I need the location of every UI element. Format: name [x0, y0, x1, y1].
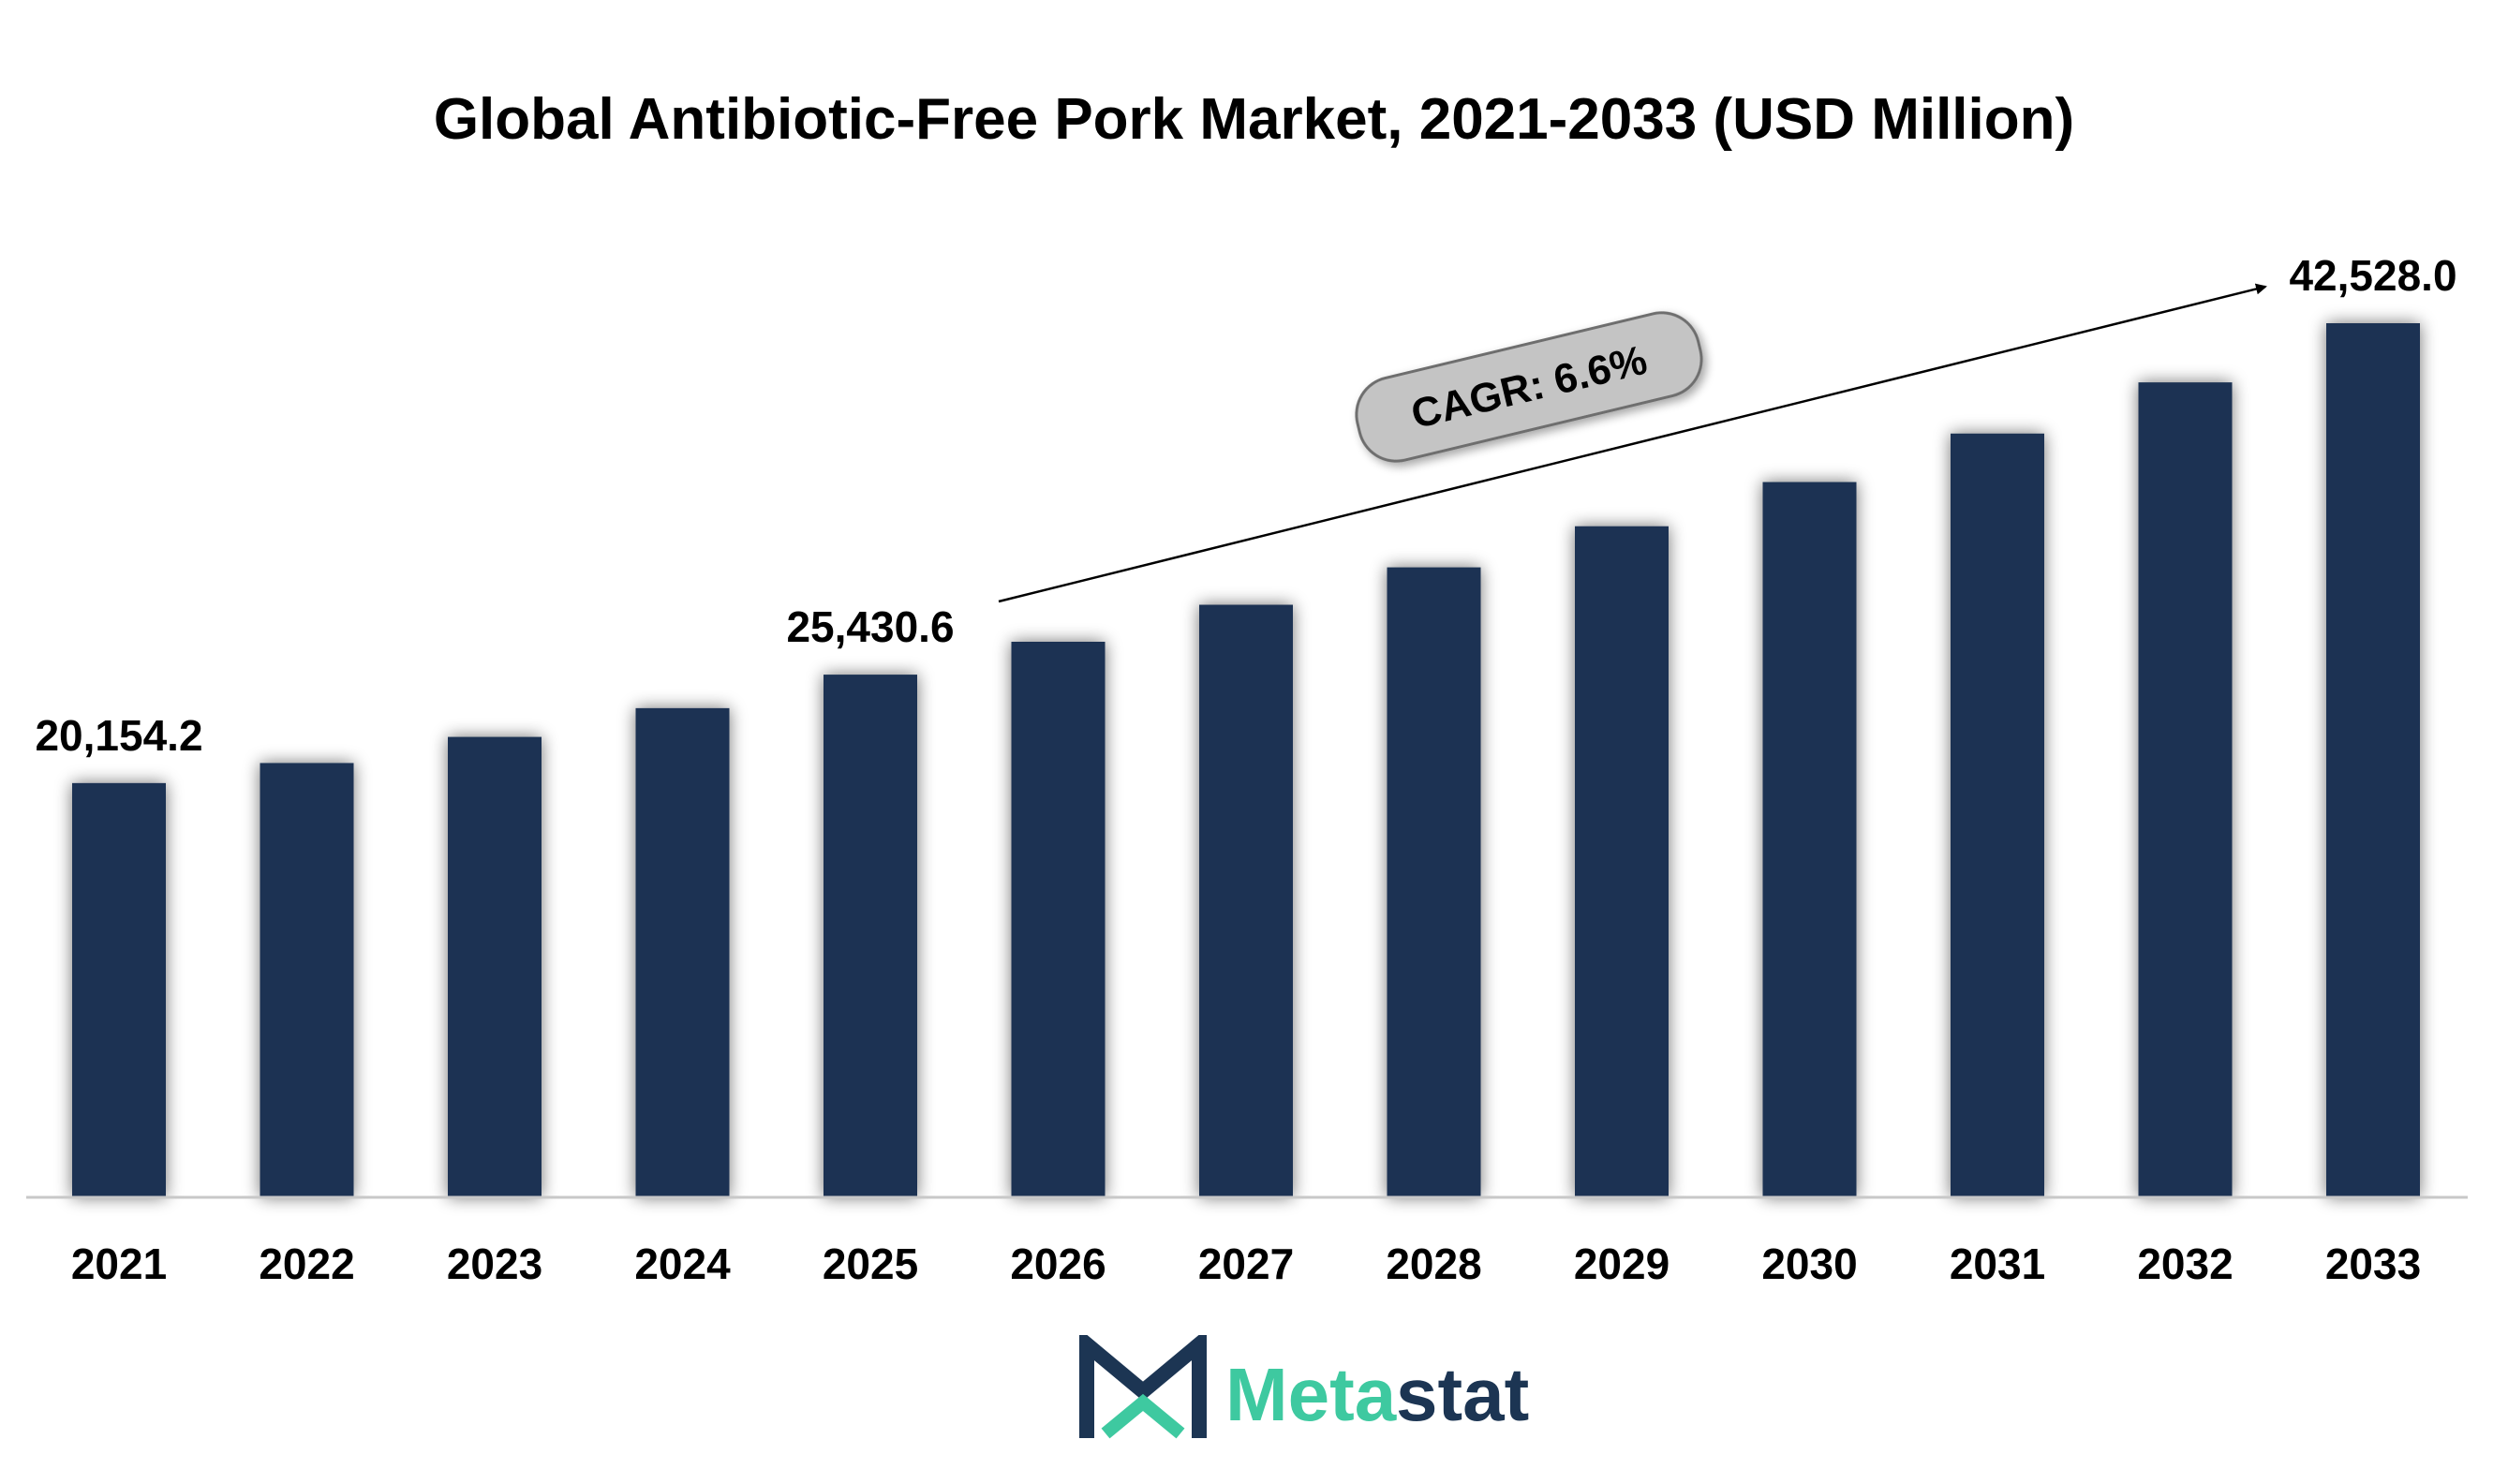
data-label-2025: 25,430.6: [786, 602, 954, 651]
bar-2028: [1387, 567, 1481, 1197]
bars-layer: [72, 323, 2420, 1197]
logo-text-meta: Meta: [1225, 1353, 1397, 1436]
bar-2022: [260, 763, 354, 1197]
x-tick-label-2033: 2033: [2325, 1239, 2421, 1288]
bar-2026: [1011, 642, 1106, 1197]
bar-2029: [1575, 526, 1669, 1197]
bar-2030: [1762, 482, 1857, 1197]
bar-2024: [635, 707, 730, 1197]
logo-text-stat: stat: [1396, 1353, 1530, 1436]
data-label-2021: 20,154.2: [35, 711, 202, 760]
x-tick-label-2022: 2022: [259, 1239, 354, 1288]
x-tick-label-2031: 2031: [1950, 1239, 2045, 1288]
x-tick-label-2025: 2025: [823, 1239, 918, 1288]
data-labels: 20,154.2 25,430.6 42,528.0: [35, 251, 2456, 760]
x-tick-label-2030: 2030: [1761, 1239, 1857, 1288]
bar-2021: [72, 782, 166, 1197]
x-tick-labels: 2021 2022 2023 2024 2025 2026 2027 2028 2029 2030…: [71, 1239, 2421, 1288]
bar-2027: [1199, 604, 1293, 1197]
bar-2023: [448, 736, 542, 1197]
bar-2032: [2138, 382, 2233, 1197]
bar-2031: [1951, 433, 2044, 1197]
x-tick-label-2021: 2021: [71, 1239, 167, 1288]
bar-2025: [824, 675, 917, 1197]
x-tick-label-2024: 2024: [634, 1239, 731, 1288]
x-tick-label-2027: 2027: [1198, 1239, 1294, 1288]
data-label-2033: 42,528.0: [2289, 251, 2456, 300]
x-tick-label-2029: 2029: [1574, 1239, 1670, 1288]
cagr-arrow: [998, 283, 2267, 603]
chart-title: Global Antibiotic-Free Pork Market, 2021…: [433, 87, 2075, 152]
metastat-logo: Meta stat: [1077, 1335, 1602, 1447]
cagr-badge: CAGR: 6.6%: [1355, 311, 1703, 463]
x-tick-label-2023: 2023: [447, 1239, 542, 1288]
x-tick-label-2032: 2032: [2137, 1239, 2233, 1288]
metastat-logo-icon: [1079, 1335, 1207, 1439]
x-tick-label-2026: 2026: [1010, 1239, 1106, 1288]
x-tick-label-2028: 2028: [1386, 1239, 1481, 1288]
bar-2033: [2326, 323, 2420, 1197]
